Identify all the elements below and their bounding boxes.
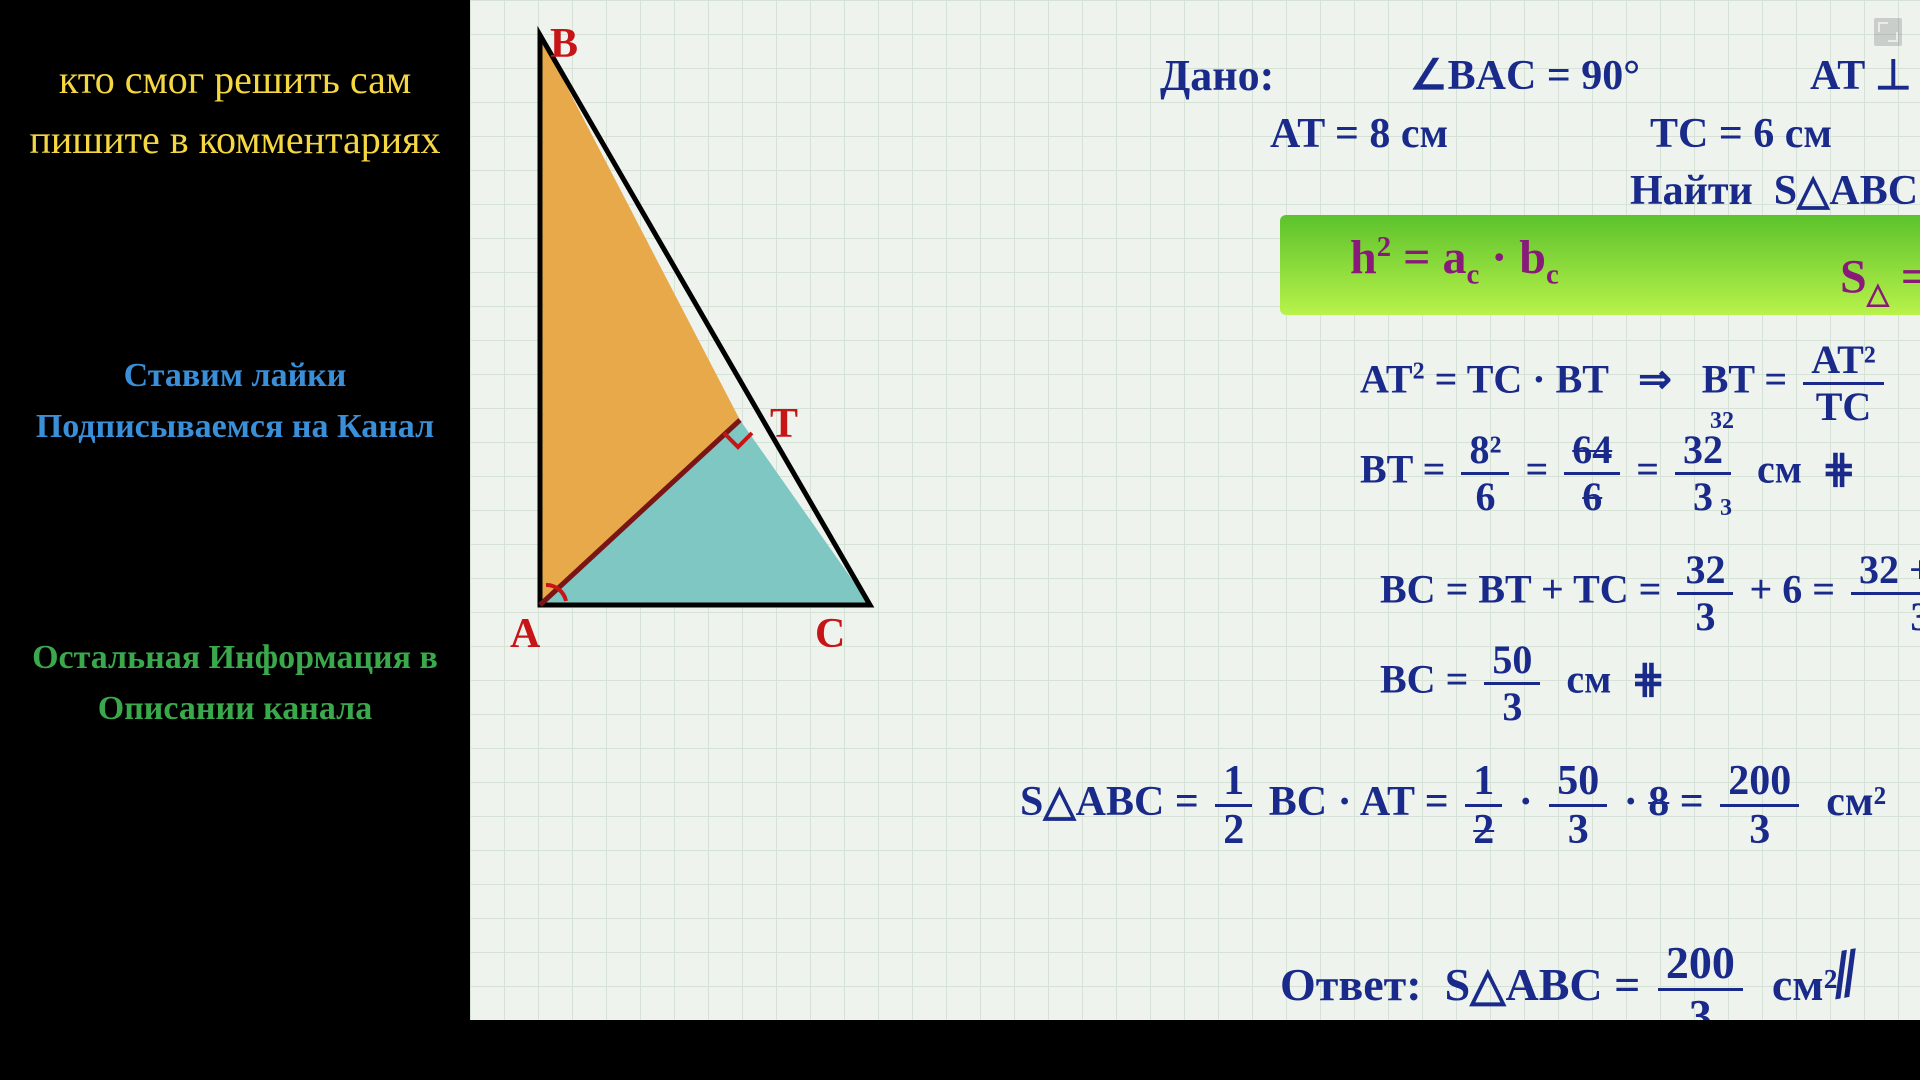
find-label: Найти — [1630, 168, 1753, 214]
step2-unit: см — [1757, 447, 1802, 492]
sidebar-text-yellow: кто смог решить сам пишите в комментария… — [20, 50, 450, 170]
area-bc: BC · AT = — [1269, 779, 1459, 825]
step3: BC = BT + TC = 323 + 6 = 32 + 183 — [1380, 550, 1920, 637]
vertex-label-a: A — [510, 610, 540, 658]
step2-f1d: 6 — [1467, 475, 1503, 517]
sidebar-text-blue: Ставим лайки Подписываемся на Канал — [20, 350, 450, 452]
step4-unit: см — [1566, 657, 1611, 702]
sidebar: кто смог решить сам пишите в комментария… — [0, 0, 470, 1080]
step4-den: 3 — [1494, 685, 1530, 727]
vertex-label-c: C — [815, 610, 845, 658]
formula-ac: a — [1442, 231, 1466, 284]
answer-den: 3 — [1681, 991, 1720, 1039]
step2-f2d: 6 — [1582, 474, 1602, 519]
find-target: S△ABC – ? — [1774, 168, 1920, 214]
step2-f1n: 8² — [1461, 430, 1509, 475]
area-f1d: 3 — [1560, 807, 1597, 851]
step3-f1n: 32 — [1677, 550, 1733, 595]
given-tc: TC = 6 см — [1650, 110, 1832, 158]
formula-hsq: h2 = ac · bc — [1350, 230, 1559, 292]
triangle-figure — [500, 15, 920, 655]
step1-mid: TC · BT — [1467, 357, 1609, 402]
formula-area: S△ = 12 a · ha — [1840, 230, 1920, 333]
given-angle: ∠BAC = 90° — [1410, 50, 1640, 100]
given-perp: AT ⊥ BC — [1810, 50, 1920, 100]
step2: BT = 8²6 = 64 6 = 323 см ⋕ — [1360, 430, 1856, 517]
step2-lhs: BT = — [1360, 447, 1445, 492]
step3-f2d: 3 — [1902, 595, 1920, 637]
fullscreen-icon[interactable] — [1874, 18, 1902, 46]
area-calc: S△ABC = 12 BC · AT = 12 · 503 · 8 = 2003… — [1020, 760, 1886, 851]
area-eight: 8 — [1648, 779, 1669, 825]
step3-f1d: 3 — [1687, 595, 1723, 637]
area-f1n: 50 — [1549, 760, 1607, 807]
given-dano: Дано: — [1160, 50, 1274, 101]
step4-num: 50 — [1484, 640, 1540, 685]
step1-num: AT² — [1803, 340, 1884, 385]
step4-lhs: BC = — [1380, 657, 1468, 702]
formula-h: h — [1350, 231, 1377, 284]
answer: Ответ: S△ABC = 2003 см² — [1280, 940, 1837, 1039]
step3-f2n: 32 + 18 — [1851, 550, 1920, 595]
step2-note3: 3 — [1720, 495, 1732, 522]
step3-lhs: BC = BT + TC = — [1380, 567, 1661, 612]
answer-unit: см² — [1772, 959, 1838, 1010]
area-lhs: S△ABC = — [1020, 779, 1209, 825]
given-at: AT = 8 см — [1270, 110, 1448, 158]
area-resd: 3 — [1741, 807, 1778, 851]
given-find: Найти S△ABC – ? — [1630, 165, 1920, 215]
step2-f2n: 64 — [1572, 427, 1612, 472]
step4: BC = 503 см ⋕ — [1380, 640, 1665, 727]
step1-bt: BT = — [1702, 357, 1787, 402]
answer-label: Ответ: — [1280, 959, 1422, 1010]
area-unit: см² — [1826, 779, 1886, 825]
step2-note32: 32 — [1710, 408, 1734, 435]
whiteboard-canvas: B A C T Дано: ∠BAC = 90° AT ⊥ BC AT = 8 … — [470, 0, 1920, 1080]
formula-bc: b — [1519, 231, 1546, 284]
step1-lhs: AT — [1360, 357, 1413, 402]
step1: AT2 = TC · BT ⇒ BT = AT²TC — [1360, 340, 1890, 427]
area-resn: 200 — [1720, 760, 1799, 807]
vertex-label-b: B — [550, 20, 578, 68]
step2-f3d: 3 — [1685, 475, 1721, 517]
step2-f3n: 32 — [1675, 430, 1731, 475]
answer-num: 200 — [1658, 940, 1743, 991]
step3-plus6: 6 — [1782, 567, 1802, 612]
step1-den: TC — [1808, 385, 1880, 427]
vertex-label-t: T — [770, 400, 798, 448]
sidebar-text-green: Остальная Информация в Описании канала — [20, 632, 450, 734]
answer-expr: S△ABC = — [1445, 959, 1641, 1010]
